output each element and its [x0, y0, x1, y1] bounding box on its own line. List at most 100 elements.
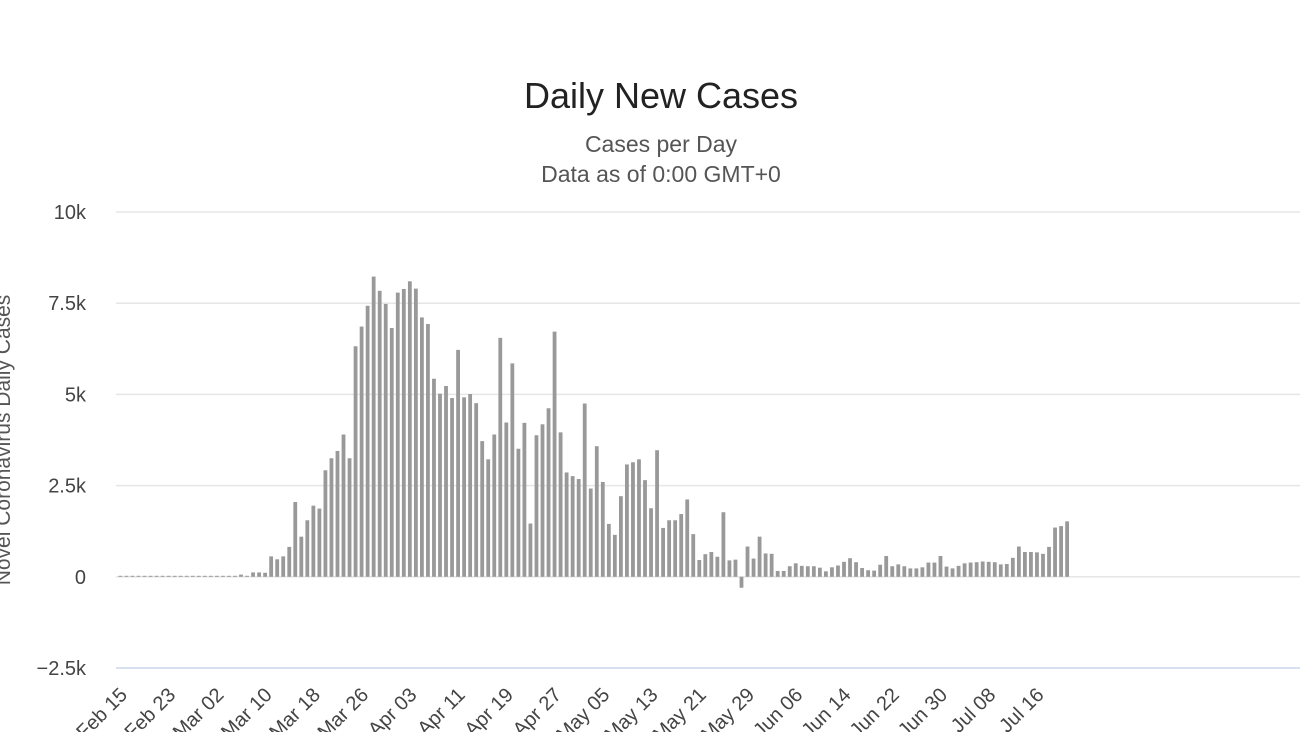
bar[interactable]	[438, 393, 442, 577]
bar[interactable]	[878, 564, 883, 577]
bar[interactable]	[353, 346, 358, 577]
bar[interactable]	[968, 562, 973, 577]
bar[interactable]	[329, 458, 334, 577]
bar[interactable]	[462, 397, 467, 577]
bar[interactable]	[196, 575, 201, 577]
bar[interactable]	[685, 499, 690, 577]
bar[interactable]	[938, 556, 943, 577]
bar[interactable]	[625, 464, 629, 577]
bar[interactable]	[956, 565, 961, 577]
bar[interactable]	[426, 323, 430, 577]
bar[interactable]	[118, 575, 123, 577]
bar[interactable]	[148, 575, 153, 577]
bar[interactable]	[130, 575, 135, 577]
bar[interactable]	[980, 561, 985, 577]
bar[interactable]	[281, 556, 286, 577]
bar[interactable]	[992, 562, 997, 577]
bar[interactable]	[492, 434, 497, 577]
bar[interactable]	[854, 562, 858, 577]
bar[interactable]	[1053, 527, 1057, 577]
bar[interactable]	[552, 331, 557, 577]
bar[interactable]	[257, 572, 261, 577]
bar[interactable]	[667, 520, 672, 577]
bar[interactable]	[793, 563, 798, 577]
bar[interactable]	[932, 562, 937, 577]
bar[interactable]	[908, 568, 913, 577]
bar[interactable]	[214, 575, 219, 577]
bar[interactable]	[721, 512, 726, 577]
bar[interactable]	[239, 574, 243, 577]
bar[interactable]	[944, 566, 949, 577]
bar[interactable]	[618, 496, 623, 577]
bar[interactable]	[305, 520, 310, 577]
bar[interactable]	[884, 556, 889, 577]
bar[interactable]	[293, 502, 298, 577]
bar[interactable]	[811, 566, 816, 577]
bar[interactable]	[1041, 553, 1045, 577]
bar[interactable]	[263, 572, 268, 577]
bar[interactable]	[311, 505, 316, 577]
bar[interactable]	[842, 561, 846, 577]
bar[interactable]	[763, 553, 768, 577]
bar[interactable]	[1059, 526, 1063, 577]
bar[interactable]	[401, 288, 406, 577]
bar[interactable]	[751, 558, 756, 577]
bar[interactable]	[504, 422, 509, 577]
bar[interactable]	[1023, 551, 1027, 577]
bar[interactable]	[703, 554, 708, 577]
bar[interactable]	[775, 570, 780, 577]
bar[interactable]	[691, 534, 696, 577]
bar[interactable]	[673, 520, 678, 577]
bar[interactable]	[570, 476, 575, 577]
bar[interactable]	[606, 523, 611, 577]
bar[interactable]	[383, 303, 388, 577]
bar[interactable]	[866, 570, 871, 577]
bar[interactable]	[347, 458, 352, 577]
bar[interactable]	[914, 568, 919, 577]
bar[interactable]	[649, 508, 653, 577]
bar[interactable]	[407, 281, 412, 577]
bar[interactable]	[582, 403, 587, 577]
bar[interactable]	[432, 378, 436, 577]
bar[interactable]	[1010, 557, 1015, 577]
bar[interactable]	[974, 562, 979, 577]
bar[interactable]	[365, 305, 370, 577]
bar[interactable]	[612, 534, 617, 577]
bar[interactable]	[534, 435, 539, 577]
bar[interactable]	[480, 441, 485, 577]
bar[interactable]	[498, 337, 503, 577]
bar[interactable]	[142, 575, 147, 577]
bar[interactable]	[848, 558, 852, 577]
bar[interactable]	[600, 481, 605, 577]
bar[interactable]	[799, 565, 804, 577]
bar[interactable]	[540, 424, 545, 577]
bar[interactable]	[727, 560, 732, 577]
bar[interactable]	[160, 575, 165, 577]
bar[interactable]	[594, 446, 599, 577]
bar[interactable]	[830, 567, 834, 577]
bar[interactable]	[486, 459, 491, 577]
bar[interactable]	[860, 568, 864, 577]
bar[interactable]	[323, 470, 328, 577]
bar[interactable]	[341, 434, 346, 577]
bar[interactable]	[522, 422, 527, 577]
bar[interactable]	[576, 479, 581, 577]
bar[interactable]	[510, 363, 515, 577]
bar[interactable]	[335, 450, 340, 577]
bar[interactable]	[890, 566, 895, 577]
bar[interactable]	[1016, 546, 1021, 577]
bar[interactable]	[136, 575, 141, 577]
bar[interactable]	[178, 575, 183, 577]
bar[interactable]	[377, 290, 382, 577]
bar[interactable]	[715, 556, 720, 577]
bar[interactable]	[757, 536, 762, 577]
bar[interactable]	[190, 575, 195, 577]
bar[interactable]	[516, 448, 521, 577]
bar[interactable]	[269, 556, 274, 577]
bar[interactable]	[413, 288, 418, 577]
bar[interactable]	[733, 559, 738, 577]
bar[interactable]	[950, 568, 955, 577]
bar[interactable]	[926, 562, 931, 577]
bar[interactable]	[836, 565, 840, 577]
bar[interactable]	[450, 398, 454, 577]
